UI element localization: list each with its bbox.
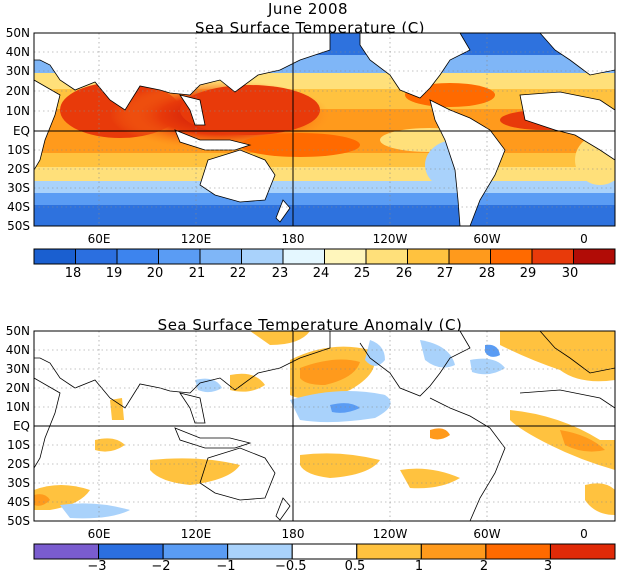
anomaly-lat-label: 30N	[5, 362, 30, 376]
anomaly-lon-label: 0	[580, 527, 588, 541]
sst-colorbar-label: 21	[188, 266, 206, 281]
sst-lon-label: 60E	[87, 232, 111, 246]
anomaly-lon-label: 120W	[372, 527, 408, 541]
sst-colorbar-label: 19	[105, 266, 123, 281]
anomaly-lon-label: 180	[281, 527, 305, 541]
anomaly-lat-label: 10S	[7, 438, 30, 452]
anomaly-colorbar-swatch	[356, 543, 422, 560]
anomaly-lat-label: 20S	[7, 457, 30, 471]
sst-colorbar-label: 25	[353, 266, 371, 281]
sst-colorbar-swatch	[448, 248, 491, 265]
anomaly-lat-label: EQ	[12, 419, 30, 433]
sst-lon-label: 120E	[180, 232, 212, 246]
anomaly-lon-label: 60E	[87, 527, 111, 541]
anomaly-lat-label: 20N	[5, 381, 30, 395]
sst-lon-label: 60W	[473, 232, 501, 246]
anomaly-colorbar-swatch	[549, 543, 616, 560]
sst-colorbar-swatch	[324, 248, 367, 265]
sst-lat-label: 10S	[7, 143, 30, 157]
sst-lon-label: 0	[580, 232, 588, 246]
sst-lat-label: EQ	[12, 124, 30, 138]
sst-colorbar-label: 26	[395, 266, 413, 281]
sst-colorbar-swatch	[573, 248, 616, 265]
anomaly-colorbar-label: −1	[216, 559, 236, 574]
sst-axes-lines	[33, 32, 616, 227]
anomaly-lat-label: 50S	[7, 514, 30, 528]
anomaly-colorbar-swatch	[420, 543, 487, 560]
anomaly-lat-label: 50N	[5, 324, 30, 338]
sst-colorbar-label: 30	[561, 266, 579, 281]
sst-colorbar-swatch	[116, 248, 159, 265]
sst-lat-label: 40N	[5, 45, 30, 59]
sst-lat-label: 50S	[7, 219, 30, 233]
sst-lat-label: 20N	[5, 84, 30, 98]
anomaly-axes-lines	[33, 330, 616, 522]
sst-lon-label: 180	[281, 232, 305, 246]
sst-colorbar-swatch	[282, 248, 325, 265]
map-date-title: June 2008	[267, 0, 349, 18]
anomaly-colorbar-swatch	[485, 543, 551, 560]
anomaly-colorbar-label: −3	[87, 559, 107, 574]
sst-colorbar-swatch	[490, 248, 533, 265]
sst-colorbar-swatch	[75, 248, 118, 265]
sst-colorbar-swatch	[33, 248, 76, 265]
sst-colorbar-label: 27	[436, 266, 454, 281]
anomaly-colorbar-swatch	[291, 543, 358, 560]
sst-colorbar-label: 18	[64, 266, 82, 281]
sst-colorbar-swatch	[158, 248, 201, 265]
sst-lat-label: 20S	[7, 162, 30, 176]
sst-colorbar-swatch	[241, 248, 284, 265]
sst-colorbar-label: 20	[146, 266, 164, 281]
sst-colorbar	[33, 248, 616, 265]
anomaly-colorbar-label: 0.5	[344, 559, 366, 574]
anomaly-lat-label: 40S	[7, 495, 30, 509]
anomaly-colorbar-label: 2	[479, 559, 489, 574]
anomaly-lon-label: 120E	[180, 527, 212, 541]
sst-colorbar-swatch	[365, 248, 408, 265]
anomaly-colorbar	[33, 543, 616, 560]
anomaly-land	[34, 331, 615, 521]
anomaly-lat-label: 30S	[7, 476, 30, 490]
sst-colorbar-label: 22	[229, 266, 247, 281]
sst-lat-label: 30S	[7, 181, 30, 195]
sst-lat-label: 40S	[7, 200, 30, 214]
anomaly-colorbar-label: 1	[414, 559, 424, 574]
anomaly-colorbar-swatch	[227, 543, 293, 560]
sst-lat-label: 30N	[5, 64, 30, 78]
sst-colorbar-swatch	[199, 248, 242, 265]
anomaly-panel-title: Sea Surface Temperature Anomaly (C)	[157, 316, 463, 334]
sst-lat-label: 50N	[5, 26, 30, 40]
sst-lat-label: 10N	[5, 104, 30, 118]
anomaly-lat-label: 40N	[5, 343, 30, 357]
anomaly-colorbar-label: 3	[543, 559, 553, 574]
anomaly-lat-label: 10N	[5, 400, 30, 414]
anomaly-colorbar-swatch	[98, 543, 164, 560]
sst-colorbar-label: 23	[271, 266, 289, 281]
sst-graticule	[34, 33, 615, 226]
sst-colorbar-swatch	[531, 248, 574, 265]
anomaly-colorbar-swatch	[162, 543, 229, 560]
sst-colorbar-swatch	[407, 248, 450, 265]
anomaly-lon-label: 60W	[473, 527, 501, 541]
anomaly-colorbar-swatch	[33, 543, 100, 560]
anomaly-colorbar-label: −2	[151, 559, 171, 574]
sst-colorbar-label: 28	[478, 266, 496, 281]
sst-colorbar-label: 29	[519, 266, 537, 281]
sst-lon-label: 120W	[372, 232, 408, 246]
sst-colorbar-label: 24	[312, 266, 330, 281]
anomaly-colorbar-label: −0.5	[275, 559, 307, 574]
